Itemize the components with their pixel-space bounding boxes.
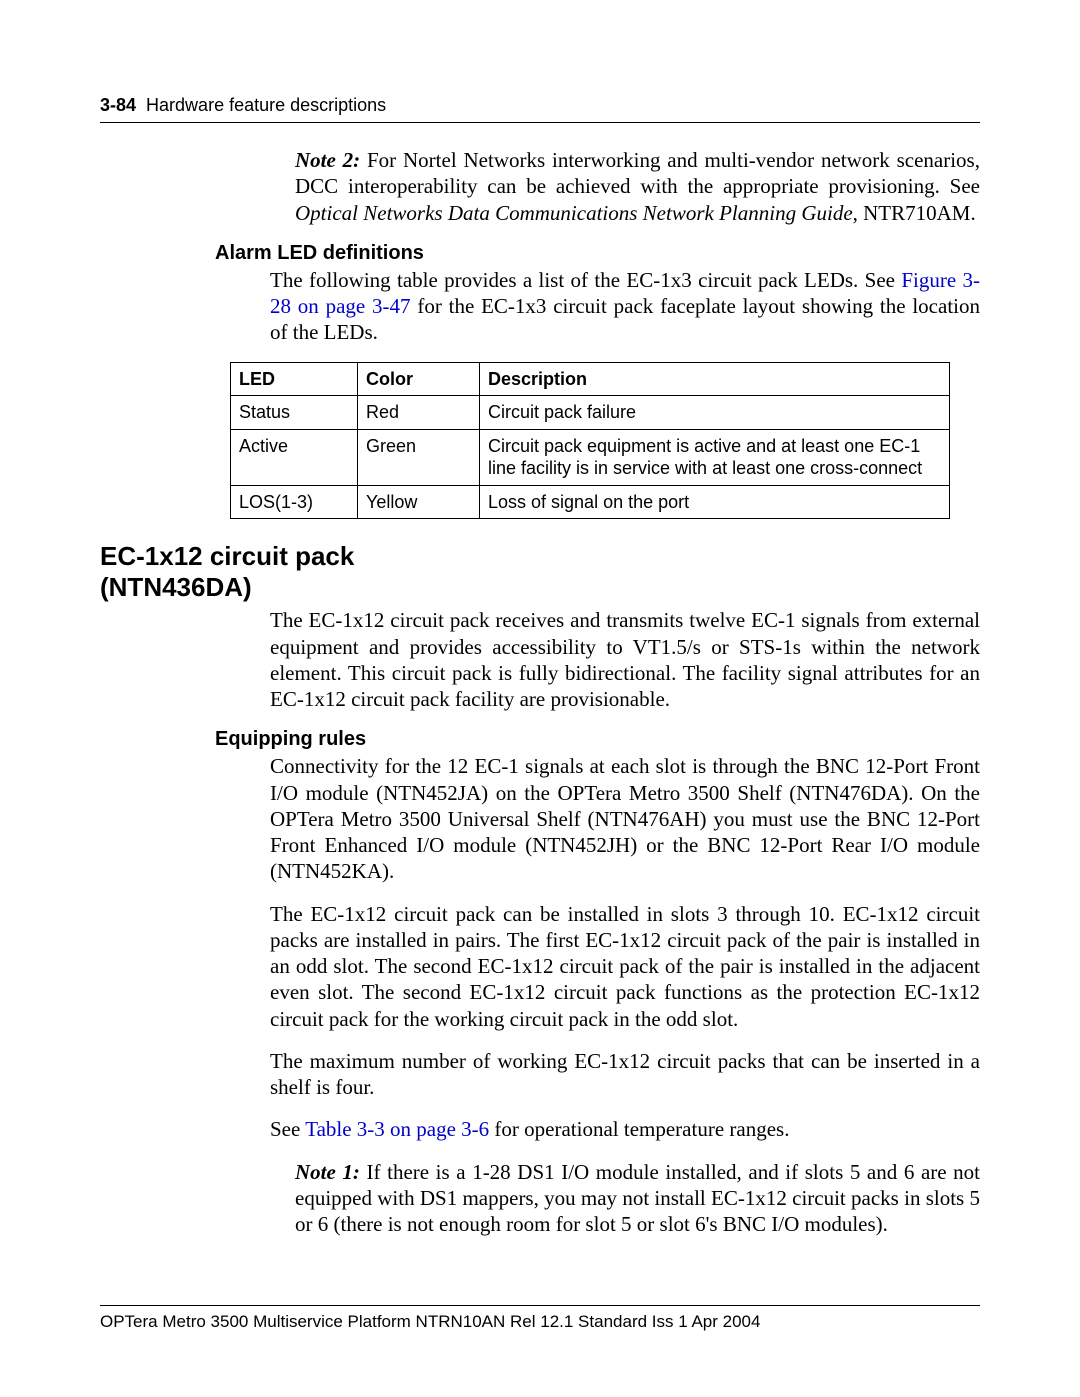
note-1-label: Note 1:: [295, 1160, 360, 1184]
ec1x12-heading-l1: EC-1x12 circuit pack: [100, 541, 354, 571]
running-header: 3-84 Hardware feature descriptions: [100, 95, 980, 123]
equipping-p4: See Table 3-3 on page 3-6 for operationa…: [270, 1116, 980, 1142]
note-1: Note 1: If there is a 1-28 DS1 I/O modul…: [295, 1159, 980, 1238]
led-table: LED Color Description Status Red Circuit…: [230, 362, 950, 520]
equipping-heading: Equipping rules: [215, 728, 980, 751]
note-2: Note 2: For Nortel Networks interworking…: [295, 147, 980, 226]
table-row: Status Red Circuit pack failure: [231, 396, 950, 430]
table-row: LOS(1-3) Yellow Loss of signal on the po…: [231, 485, 950, 519]
cell-led: Status: [231, 396, 358, 430]
alarm-led-heading: Alarm LED definitions: [215, 242, 980, 265]
th-desc: Description: [480, 362, 950, 396]
page-number: 3-84: [100, 95, 136, 115]
note-2-ref: Optical Networks Data Communications Net…: [295, 201, 853, 225]
th-color: Color: [358, 362, 480, 396]
equipping-p1: Connectivity for the 12 EC-1 signals at …: [270, 753, 980, 884]
header-section: Hardware feature descriptions: [146, 95, 386, 115]
cell-desc: Circuit pack equipment is active and at …: [480, 429, 950, 485]
table-header-row: LED Color Description: [231, 362, 950, 396]
ec1x12-heading: EC-1x12 circuit pack (NTN436DA): [100, 541, 980, 603]
footer-text: OPTera Metro 3500 Multiservice Platform …: [100, 1312, 760, 1331]
table-link[interactable]: Table 3-3 on page 3-6: [305, 1117, 489, 1141]
cell-led: Active: [231, 429, 358, 485]
cell-led: LOS(1-3): [231, 485, 358, 519]
alarm-led-intro: The following table provides a list of t…: [270, 267, 980, 346]
note-2-text-a: For Nortel Networks interworking and mul…: [295, 148, 980, 198]
th-led: LED: [231, 362, 358, 396]
ec1x12-heading-l2: (NTN436DA): [100, 572, 252, 602]
note-2-label: Note 2:: [295, 148, 360, 172]
cell-color: Red: [358, 396, 480, 430]
note-2-text-b: , NTR710AM.: [853, 201, 976, 225]
equipping-p4-a: See: [270, 1117, 305, 1141]
equipping-p3: The maximum number of working EC-1x12 ci…: [270, 1048, 980, 1101]
cell-color: Green: [358, 429, 480, 485]
equipping-p2: The EC-1x12 circuit pack can be installe…: [270, 901, 980, 1032]
cell-desc: Loss of signal on the port: [480, 485, 950, 519]
ec1x12-intro: The EC-1x12 circuit pack receives and tr…: [270, 607, 980, 712]
alarm-intro-a: The following table provides a list of t…: [270, 268, 901, 292]
cell-color: Yellow: [358, 485, 480, 519]
table-row: Active Green Circuit pack equipment is a…: [231, 429, 950, 485]
note-1-text: If there is a 1-28 DS1 I/O module instal…: [295, 1160, 980, 1237]
footer: OPTera Metro 3500 Multiservice Platform …: [100, 1305, 980, 1332]
cell-desc: Circuit pack failure: [480, 396, 950, 430]
equipping-p4-b: for operational temperature ranges.: [489, 1117, 789, 1141]
page: 3-84 Hardware feature descriptions Note …: [0, 0, 1080, 1397]
